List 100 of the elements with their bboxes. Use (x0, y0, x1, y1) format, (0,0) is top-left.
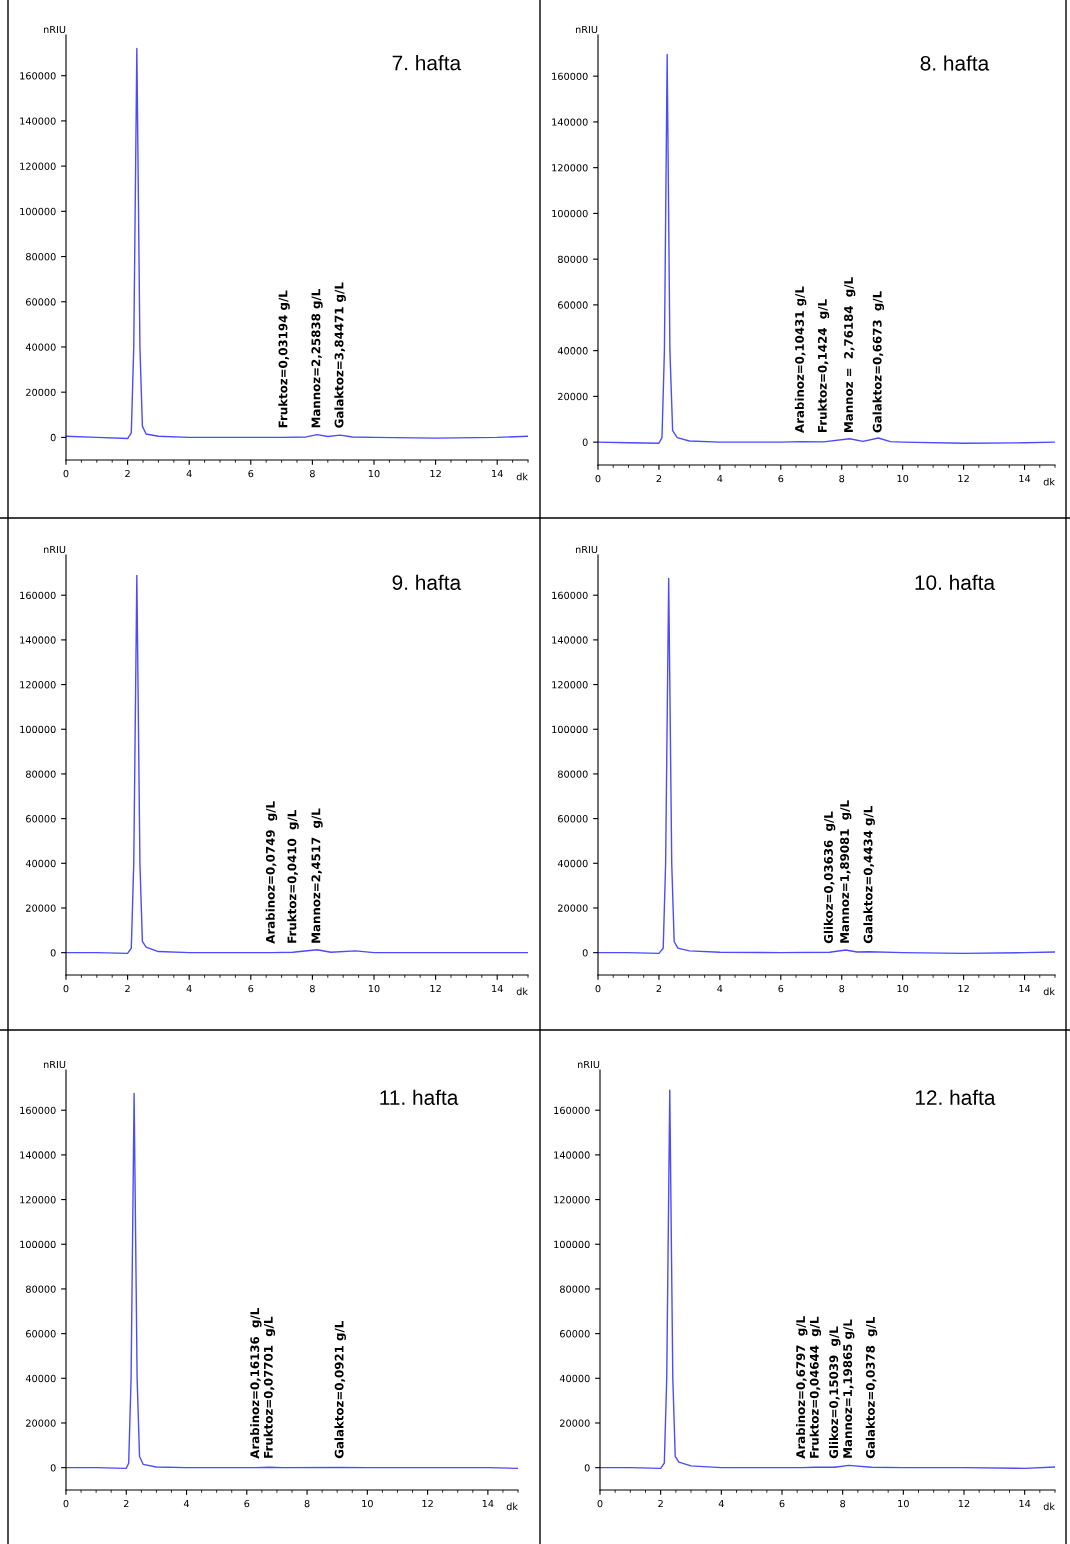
y-tick-label: 20000 (26, 1419, 56, 1427)
annotation: Fruktoz=0,1424 g/L (817, 299, 830, 432)
y-tick-label: 20000 (26, 904, 56, 912)
x-tick-label: 14 (1019, 1500, 1031, 1508)
y-tick-label: 40000 (557, 859, 588, 868)
x-axis-title: dk (506, 1502, 518, 1511)
annotation: Arabinoz=0,6797 g/L (795, 1316, 808, 1459)
y-tick-label: 0 (582, 438, 588, 446)
x-tick-label: 8 (840, 1499, 846, 1508)
x-tick-label: 2 (125, 984, 130, 993)
y-tick-label: 60000 (558, 815, 588, 823)
text: 11. hafta (380, 1089, 459, 1105)
x-tick-label: 8 (309, 984, 315, 993)
x-tick-label: 0 (597, 1499, 603, 1508)
y-tick-label: 20000 (558, 392, 588, 401)
text: 12. hafta (915, 1089, 996, 1105)
x-tick-label: 14 (492, 470, 503, 478)
annotation: Galaktoz=3,84471 g/L (334, 282, 346, 428)
x-tick-label: 6 (248, 469, 254, 478)
y-tick-label: 120000 (554, 1196, 590, 1204)
y-tick-label: 40000 (557, 347, 588, 355)
y-tick-label: 120000 (20, 1196, 56, 1204)
text: 9. hafta (392, 574, 462, 590)
y-tick-label: 80000 (26, 253, 56, 261)
y-tick-label: 120000 (20, 162, 56, 170)
x-tick-label: 6 (248, 984, 254, 993)
y-tick-label: 80000 (558, 255, 588, 263)
x-tick-label: 0 (63, 469, 69, 478)
x-tick-label: 4 (186, 470, 192, 478)
x-tick-label: 12 (430, 469, 441, 478)
y-tick-label: 140000 (554, 1151, 590, 1159)
y-axis-title: nRIU (575, 25, 598, 34)
y-tick-label: 0 (582, 949, 588, 957)
y-tick-label: 60000 (26, 815, 56, 823)
x-tick-label: 4 (717, 475, 723, 483)
annotation: Fruktoz=0,07701 g/L (263, 1316, 276, 1458)
x-tick-label: 2 (656, 984, 662, 993)
y-tick-label: 120000 (552, 681, 588, 689)
x-tick-label: 8 (839, 474, 845, 483)
y-tick-label: 60000 (26, 1330, 56, 1338)
y-tick-label: 80000 (26, 1285, 56, 1293)
text: 10. hafta (915, 574, 996, 590)
y-tick-label: 80000 (560, 1285, 590, 1293)
y-tick-label: 140000 (552, 636, 588, 644)
x-tick-label: 10 (362, 1499, 373, 1508)
annotation: Arabinoz=0,10431 g/L (794, 286, 807, 433)
annotation: Fruktoz=0,04644 g/L (809, 1316, 822, 1458)
x-tick-label: 4 (183, 1500, 190, 1508)
x-tick-label: 10 (897, 474, 909, 483)
y-tick-label: 100000 (554, 1240, 590, 1249)
y-tick-label: 100000 (20, 1240, 56, 1249)
y-axis-title: nRIU (43, 1060, 66, 1069)
y-tick-label: 160000 (20, 1106, 56, 1115)
annotation: Galaktoz=0,0378 g/L (865, 1316, 878, 1459)
y-axis-title: nRIU (577, 1060, 600, 1069)
annotation: Mannoz=2,4517 g/L (311, 808, 323, 943)
y-tick-label: 60000 (26, 298, 56, 306)
y-tick-label: 160000 (552, 591, 588, 600)
y-tick-label: 0 (50, 433, 56, 442)
x-tick-label: 14 (492, 985, 503, 993)
y-tick-label: 100000 (552, 725, 588, 734)
text: 8. hafta (920, 55, 990, 71)
y-tick-label: 40000 (559, 1374, 590, 1383)
x-tick-label: 8 (309, 469, 315, 478)
y-tick-label: 80000 (26, 770, 56, 778)
y-tick-label: 100000 (552, 209, 588, 218)
y-tick-label: 120000 (552, 164, 588, 172)
x-tick-label: 10 (368, 984, 380, 993)
x-tick-label: 6 (244, 1499, 250, 1508)
y-tick-label: 120000 (20, 681, 56, 689)
y-axis-title: nRIU (575, 545, 598, 554)
x-tick-label: 12 (958, 474, 969, 483)
annotation: Mannoz = 2,76184 g/L (844, 277, 856, 432)
x-tick-label: 6 (778, 474, 784, 483)
y-tick-label: 140000 (20, 636, 56, 644)
x-tick-label: 8 (304, 1499, 310, 1508)
x-axis-title: dk (516, 472, 528, 481)
y-tick-label: 100000 (20, 725, 56, 734)
y-tick-label: 160000 (20, 591, 56, 600)
y-tick-label: 40000 (25, 343, 56, 351)
line-series (66, 47, 528, 440)
annotation: Fruktoz=0,03194 g/L (278, 290, 290, 428)
x-tick-label: 4 (717, 985, 723, 993)
y-tick-label: 20000 (26, 388, 56, 397)
x-tick-label: 12 (430, 984, 441, 993)
text: 7. hafta (392, 55, 462, 71)
line-series (598, 53, 1055, 444)
y-tick-label: 40000 (25, 859, 56, 868)
y-tick-label: 80000 (558, 770, 588, 778)
x-tick-label: 4 (718, 1500, 724, 1508)
y-tick-label: 140000 (552, 118, 588, 126)
x-tick-label: 12 (958, 984, 969, 993)
x-tick-label: 4 (186, 985, 192, 993)
x-tick-label: 6 (778, 984, 784, 993)
y-tick-label: 140000 (20, 1151, 56, 1159)
line-series (66, 574, 528, 955)
y-tick-label: 60000 (560, 1330, 590, 1338)
x-tick-label: 8 (839, 984, 845, 993)
x-tick-label: 0 (595, 984, 601, 993)
y-tick-label: 160000 (554, 1106, 590, 1115)
